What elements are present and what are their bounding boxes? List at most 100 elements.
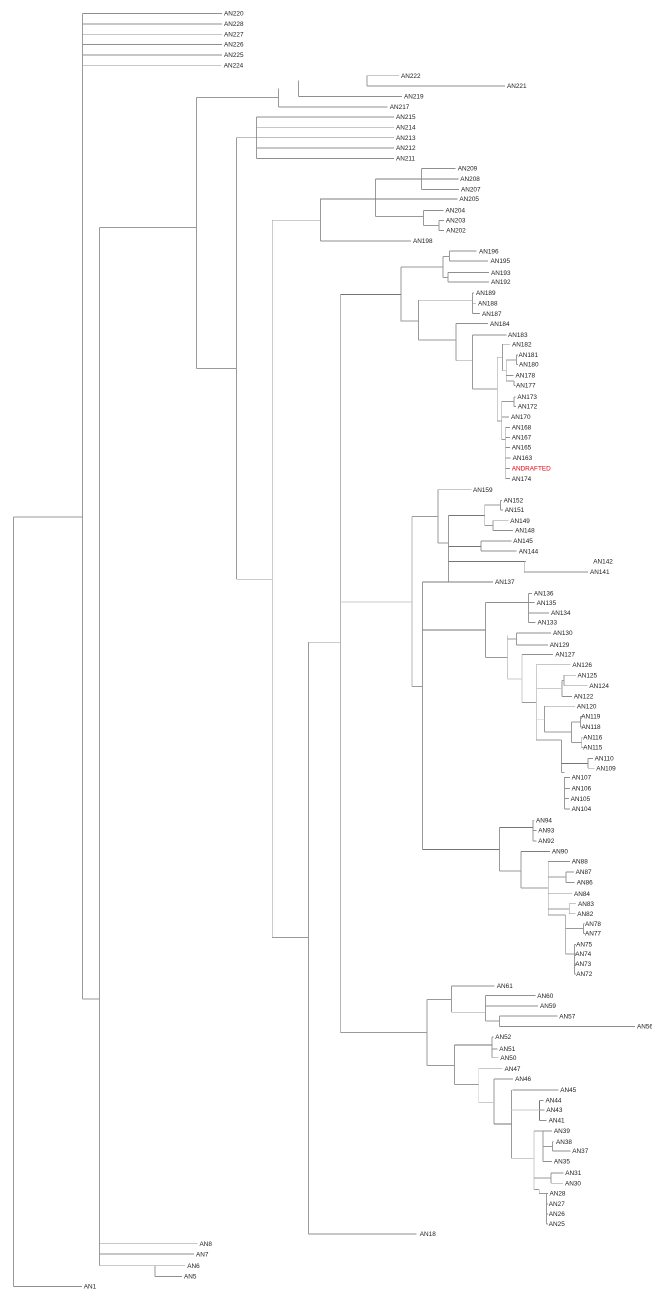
- svg-text:AN38: AN38: [556, 1139, 572, 1146]
- svg-text:AN51: AN51: [499, 1046, 515, 1053]
- svg-text:AN130: AN130: [553, 630, 573, 637]
- svg-text:AN180: AN180: [519, 362, 539, 369]
- svg-text:AN208: AN208: [460, 176, 480, 183]
- svg-text:AN144: AN144: [519, 548, 539, 555]
- svg-text:AN173: AN173: [517, 394, 537, 401]
- svg-text:AN129: AN129: [550, 642, 570, 649]
- svg-text:AN124: AN124: [589, 683, 609, 690]
- svg-text:AN78: AN78: [585, 921, 601, 928]
- svg-text:AN87: AN87: [576, 869, 592, 876]
- svg-text:AN187: AN187: [482, 311, 502, 318]
- svg-text:AN211: AN211: [396, 156, 416, 163]
- svg-text:AN226: AN226: [224, 42, 244, 49]
- svg-text:AN178: AN178: [516, 373, 536, 380]
- svg-text:AN90: AN90: [552, 849, 568, 856]
- svg-text:AN122: AN122: [574, 694, 594, 701]
- svg-text:AN224: AN224: [224, 62, 244, 69]
- svg-text:AN45: AN45: [560, 1087, 576, 1094]
- svg-text:AN75: AN75: [576, 942, 592, 949]
- svg-text:AN1: AN1: [84, 1284, 97, 1291]
- svg-text:AN214: AN214: [396, 124, 416, 131]
- svg-text:AN6: AN6: [187, 1263, 200, 1270]
- svg-text:AN165: AN165: [512, 445, 532, 452]
- svg-text:AN77: AN77: [585, 931, 601, 938]
- svg-text:ANDRAFTED: ANDRAFTED: [512, 466, 551, 473]
- svg-text:AN151: AN151: [505, 507, 525, 514]
- svg-text:AN220: AN220: [224, 11, 244, 18]
- svg-text:AN135: AN135: [537, 600, 557, 607]
- svg-text:AN44: AN44: [546, 1098, 562, 1105]
- svg-text:AN209: AN209: [458, 166, 478, 173]
- svg-text:AN110: AN110: [595, 756, 615, 763]
- svg-text:AN227: AN227: [224, 31, 244, 38]
- svg-text:AN59: AN59: [540, 1003, 556, 1010]
- svg-text:AN119: AN119: [581, 714, 601, 721]
- svg-text:AN141: AN141: [590, 569, 610, 576]
- svg-text:AN104: AN104: [572, 806, 592, 813]
- svg-text:AN202: AN202: [446, 228, 466, 235]
- svg-text:AN84: AN84: [574, 891, 590, 898]
- svg-text:AN109: AN109: [596, 765, 616, 772]
- svg-text:AN183: AN183: [508, 332, 528, 339]
- svg-text:AN126: AN126: [572, 662, 592, 669]
- svg-text:AN93: AN93: [538, 828, 554, 835]
- svg-text:AN86: AN86: [577, 880, 593, 887]
- svg-text:AN136: AN136: [534, 591, 554, 598]
- svg-text:AN217: AN217: [390, 104, 410, 111]
- svg-text:AN198: AN198: [413, 238, 433, 245]
- svg-text:AN203: AN203: [446, 218, 466, 225]
- svg-text:AN215: AN215: [396, 114, 416, 121]
- svg-text:AN177: AN177: [516, 383, 536, 390]
- svg-text:AN205: AN205: [459, 196, 479, 203]
- svg-text:AN28: AN28: [550, 1191, 566, 1198]
- svg-text:AN137: AN137: [495, 579, 515, 586]
- svg-text:AN133: AN133: [538, 620, 558, 627]
- svg-text:AN196: AN196: [479, 248, 499, 255]
- svg-text:AN7: AN7: [196, 1251, 209, 1258]
- svg-text:AN228: AN228: [224, 21, 244, 28]
- svg-text:AN115: AN115: [583, 745, 603, 752]
- svg-text:AN43: AN43: [546, 1107, 562, 1114]
- svg-text:AN172: AN172: [518, 404, 538, 411]
- svg-text:AN184: AN184: [490, 321, 510, 328]
- svg-text:AN212: AN212: [396, 145, 416, 152]
- svg-text:AN116: AN116: [583, 734, 603, 741]
- svg-text:AN134: AN134: [551, 610, 571, 617]
- svg-text:AN167: AN167: [512, 435, 532, 442]
- svg-text:AN25: AN25: [549, 1221, 565, 1228]
- svg-text:AN41: AN41: [549, 1118, 565, 1125]
- svg-text:AN120: AN120: [577, 703, 597, 710]
- svg-text:AN27: AN27: [549, 1201, 565, 1208]
- svg-text:AN92: AN92: [538, 838, 554, 845]
- svg-text:AN56: AN56: [637, 1024, 652, 1031]
- svg-text:AN88: AN88: [572, 859, 588, 866]
- svg-text:AN145: AN145: [513, 538, 533, 545]
- svg-text:AN152: AN152: [504, 498, 524, 505]
- svg-text:AN30: AN30: [565, 1180, 581, 1187]
- svg-text:AN26: AN26: [549, 1211, 565, 1218]
- svg-text:AN118: AN118: [582, 724, 602, 731]
- svg-text:AN37: AN37: [572, 1148, 588, 1155]
- svg-text:AN127: AN127: [555, 652, 575, 659]
- svg-text:AN50: AN50: [500, 1055, 516, 1062]
- svg-text:AN57: AN57: [559, 1013, 575, 1020]
- svg-text:AN142: AN142: [593, 559, 613, 566]
- svg-text:AN148: AN148: [515, 528, 535, 535]
- svg-text:AN46: AN46: [515, 1076, 531, 1083]
- svg-text:AN61: AN61: [497, 983, 513, 990]
- svg-text:AN60: AN60: [537, 993, 553, 1000]
- svg-text:AN83: AN83: [578, 901, 594, 908]
- svg-text:AN159: AN159: [473, 487, 493, 494]
- svg-text:AN105: AN105: [571, 796, 591, 803]
- svg-text:AN149: AN149: [510, 518, 530, 525]
- svg-text:AN107: AN107: [572, 775, 592, 782]
- svg-text:AN168: AN168: [512, 425, 532, 432]
- svg-text:AN181: AN181: [519, 352, 539, 359]
- svg-text:AN18: AN18: [420, 1231, 436, 1238]
- svg-text:AN222: AN222: [401, 73, 421, 80]
- svg-text:AN72: AN72: [576, 971, 592, 978]
- svg-text:AN219: AN219: [404, 94, 424, 101]
- svg-text:AN221: AN221: [507, 83, 527, 90]
- svg-text:AN213: AN213: [396, 135, 416, 142]
- svg-text:AN8: AN8: [200, 1241, 213, 1248]
